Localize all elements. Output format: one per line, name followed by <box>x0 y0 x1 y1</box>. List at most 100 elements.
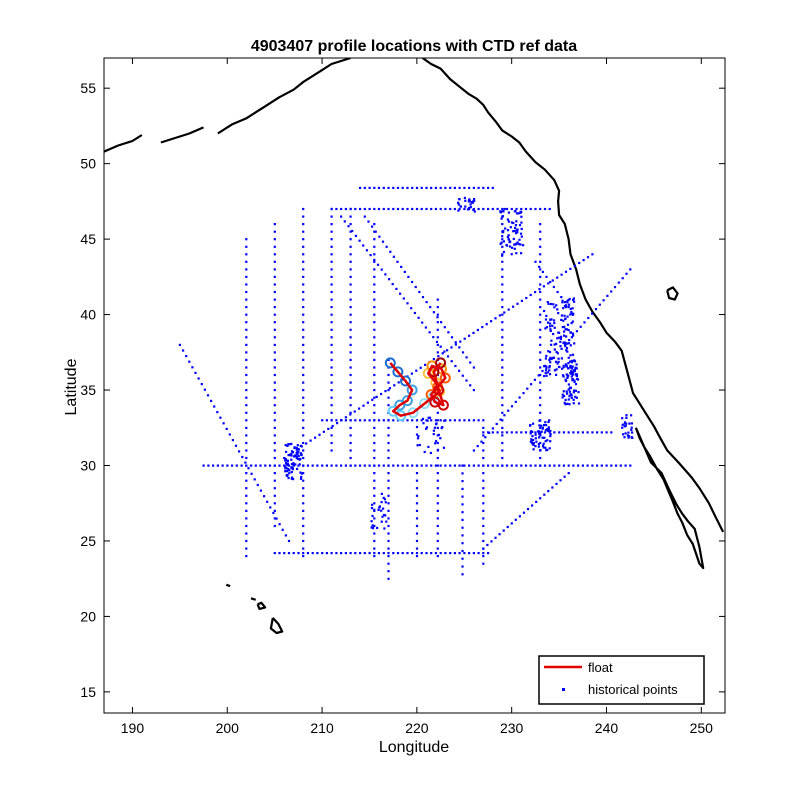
historical-point <box>428 416 432 419</box>
historical-point <box>582 259 585 262</box>
historical-point <box>472 186 475 189</box>
historical-point <box>245 555 248 558</box>
historical-point <box>540 430 543 433</box>
historical-point <box>321 552 324 555</box>
historical-point <box>373 381 376 384</box>
historical-point <box>458 552 461 555</box>
coastline-5 <box>269 617 284 635</box>
historical-point <box>296 467 299 470</box>
historical-point <box>245 343 248 346</box>
historical-point <box>545 367 548 370</box>
historical-point <box>463 464 466 467</box>
historical-point <box>518 515 521 518</box>
historical-point <box>513 229 516 232</box>
historical-point <box>373 441 376 445</box>
historical-point <box>273 260 276 263</box>
historical-point <box>566 323 570 326</box>
historical-point <box>501 245 504 248</box>
historical-point <box>567 398 570 401</box>
historical-point <box>544 369 548 372</box>
historical-point <box>477 552 480 555</box>
historical-point <box>245 245 248 248</box>
historical-point <box>396 552 400 555</box>
historical-point <box>373 321 376 324</box>
historical-point <box>482 426 485 429</box>
historical-point <box>331 424 334 428</box>
historical-point <box>567 367 570 370</box>
historical-point <box>245 373 248 377</box>
historical-point <box>330 268 333 271</box>
historical-point <box>573 380 576 383</box>
historical-point <box>490 540 493 543</box>
historical-point <box>362 404 365 407</box>
historical-point <box>387 426 390 429</box>
historical-point <box>567 431 570 434</box>
historical-point <box>373 366 376 369</box>
historical-point <box>501 253 504 256</box>
historical-point <box>517 212 520 215</box>
coastline-6 <box>256 601 267 611</box>
historical-point <box>586 464 589 467</box>
historical-point <box>545 326 548 329</box>
historical-point <box>430 552 433 555</box>
historical-point <box>387 552 390 555</box>
historical-point <box>560 357 563 360</box>
historical-point <box>387 472 390 475</box>
historical-point <box>507 220 510 223</box>
historical-point <box>434 442 437 445</box>
historical-point <box>568 390 571 393</box>
historical-point <box>501 275 504 278</box>
historical-point <box>302 441 305 445</box>
float-profile-marker <box>437 399 449 411</box>
historical-point <box>548 419 551 422</box>
historical-point <box>550 318 553 321</box>
historical-point <box>488 431 491 434</box>
historical-point <box>510 207 513 211</box>
historical-point <box>188 360 191 363</box>
historical-point <box>363 215 366 218</box>
historical-point <box>354 234 357 237</box>
historical-point <box>302 298 305 301</box>
historical-point <box>344 552 347 555</box>
historical-point <box>457 201 460 204</box>
historical-point <box>259 464 262 467</box>
historical-point <box>494 536 497 539</box>
historical-point <box>546 371 549 374</box>
historical-point <box>424 326 427 329</box>
historical-point <box>302 555 305 558</box>
historical-point <box>579 325 582 328</box>
historical-point <box>368 207 371 211</box>
historical-point <box>557 331 560 334</box>
historical-point <box>502 250 505 254</box>
historical-point <box>291 476 294 479</box>
historical-point <box>302 426 305 429</box>
historical-point <box>436 509 439 512</box>
historical-point <box>547 302 550 305</box>
historical-point <box>373 351 376 354</box>
historical-point <box>544 318 548 321</box>
historical-point <box>507 211 510 214</box>
historical-point <box>245 441 248 445</box>
historical-point <box>538 419 541 422</box>
historical-point <box>302 321 305 324</box>
historical-point <box>532 443 535 446</box>
historical-point <box>630 426 633 429</box>
historical-point <box>340 552 343 555</box>
historical-point <box>330 306 333 309</box>
historical-point <box>537 443 540 446</box>
historical-point <box>571 372 574 375</box>
historical-point <box>625 414 628 417</box>
historical-point <box>387 396 390 399</box>
historical-point <box>529 293 532 297</box>
x-axis-label: Longitude <box>379 739 449 756</box>
historical-point <box>562 366 565 369</box>
historical-point <box>569 387 572 390</box>
historical-point <box>560 318 563 321</box>
historical-point <box>539 290 542 294</box>
historical-point <box>461 534 464 537</box>
historical-point <box>349 336 352 339</box>
historical-point <box>472 552 475 555</box>
historical-point <box>244 461 247 464</box>
historical-point <box>570 359 573 362</box>
y-tick-label: 25 <box>80 533 96 549</box>
